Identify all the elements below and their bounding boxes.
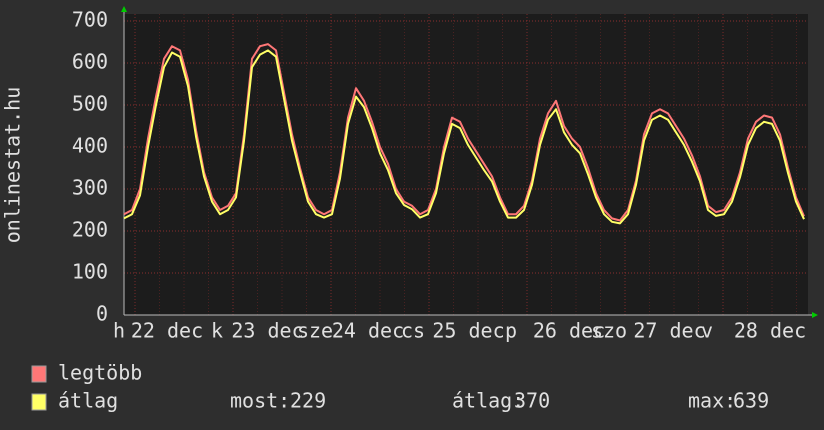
x-tick-label: cs — [401, 319, 425, 343]
x-tick-label: 25 dec — [432, 319, 504, 343]
stat-label: átlag: — [452, 389, 524, 413]
y-tick-label: 400 — [72, 134, 108, 158]
stat-label: most: — [230, 389, 290, 413]
y-tick-label: 300 — [72, 176, 108, 200]
stat-value: 639 — [733, 389, 769, 413]
y-tick-label: 500 — [72, 92, 108, 116]
x-tick-label: 27 dec — [633, 319, 705, 343]
stat-label: max: — [688, 389, 736, 413]
x-tick-label: 28 dec — [734, 319, 806, 343]
x-tick-label: k — [211, 319, 223, 343]
legend-label: legtöbb — [58, 361, 142, 385]
y-tick-label: 100 — [72, 260, 108, 284]
y-tick-label: 200 — [72, 218, 108, 242]
x-tick-label: 23 dec — [231, 319, 303, 343]
x-tick-label: v — [701, 319, 713, 343]
legend-label: átlag — [58, 389, 118, 413]
stat-value: 229 — [290, 389, 326, 413]
x-tick-label: 22 dec — [131, 319, 203, 343]
y-tick-label: 600 — [72, 50, 108, 74]
x-tick-label: 24 dec — [332, 319, 404, 343]
x-tick-label: szo — [591, 319, 627, 343]
x-axis-arrow — [812, 312, 818, 318]
y-tick-label: 700 — [72, 8, 108, 32]
plot-area — [124, 14, 808, 315]
legend-swatch — [31, 393, 47, 411]
series-line — [123, 49, 805, 225]
y-axis-label: onlinestat.hu — [1, 87, 25, 244]
x-tick-label: p — [505, 319, 517, 343]
x-tick-label: h — [113, 319, 125, 343]
x-tick-label: sze — [297, 319, 333, 343]
legend-swatch — [31, 365, 47, 383]
y-tick-label: 0 — [96, 302, 108, 326]
x-tick-label: 26 dec — [533, 319, 605, 343]
stat-value: 370 — [514, 389, 550, 413]
y-axis-arrow — [121, 6, 127, 12]
